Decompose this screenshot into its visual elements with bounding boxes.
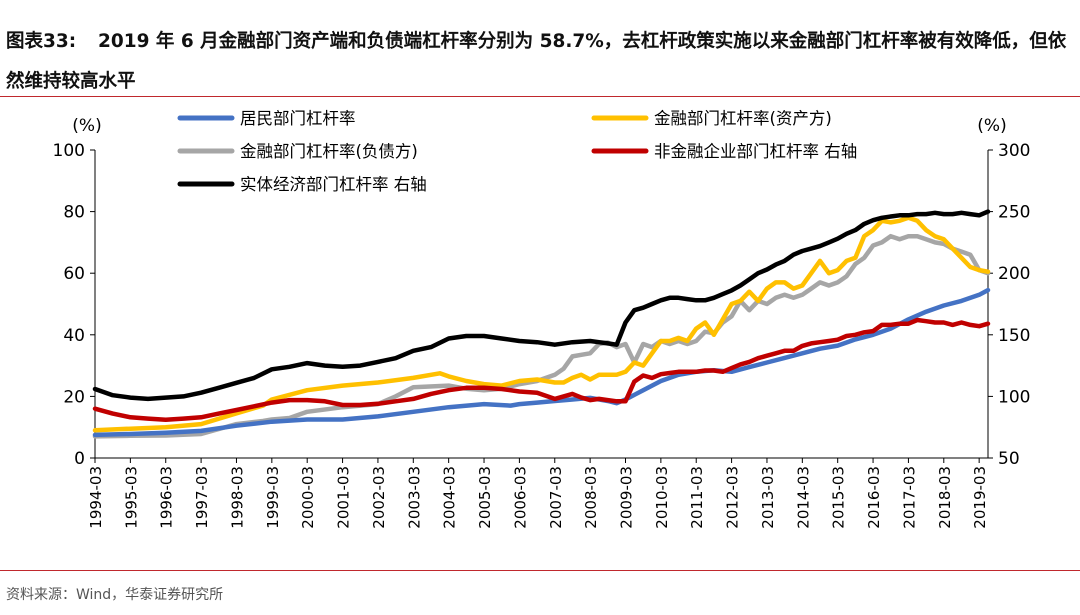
- right-y-tick-label: 50: [998, 449, 1020, 469]
- x-tick-label: 1995-03: [122, 466, 140, 529]
- x-tick-label: 2007-03: [547, 466, 565, 529]
- left-y-tick-label: 0: [74, 449, 85, 469]
- x-tick-label: 2016-03: [865, 466, 883, 529]
- x-tick-label: 1998-03: [228, 466, 246, 529]
- x-tick-label: 2005-03: [476, 466, 494, 529]
- right-y-tick-label: 100: [998, 387, 1030, 407]
- series-line-4: [92, 209, 991, 402]
- x-tick-label: 2015-03: [830, 466, 848, 529]
- left-y-tick-label: 60: [63, 264, 85, 284]
- chart-legend: 居民部门杠杆率 金融部门杠杆率(资产方) 金融部门杠杆率(负债方) 非金融企业部门杠杆…: [177, 109, 857, 194]
- series-line-2: [92, 233, 991, 439]
- x-tick-label: 2009-03: [617, 466, 635, 529]
- x-tick-label: 2012-03: [724, 466, 742, 529]
- chart-axes: 0 20 40 60 80 100 50 100 150 200 250 300 (%) (%) 1994-…: [53, 116, 1031, 529]
- top-rule: [0, 96, 1080, 97]
- x-tick-label: 2001-03: [335, 466, 353, 529]
- x-tick-label: 2003-03: [405, 466, 423, 529]
- legend-label-0: 居民部门杠杆率: [240, 109, 356, 128]
- figure-label: 图表33:: [6, 31, 77, 52]
- legend-label-4: 实体经济部门杠杆率 右轴: [240, 175, 427, 194]
- left-y-tick-label: 100: [53, 141, 85, 161]
- series-line-3: [92, 317, 991, 423]
- figure-title-text: 2019 年 6 月金融部门资产端和负债端杠杆率分别为 58.7%，去杠杆政策实…: [6, 31, 1067, 92]
- x-tick-label: 2008-03: [582, 466, 600, 529]
- x-tick-label: 2014-03: [794, 466, 812, 529]
- right-y-tick-label: 150: [998, 326, 1030, 346]
- right-y-tick-label: 300: [998, 141, 1030, 161]
- right-y-tick-label: 250: [998, 203, 1030, 223]
- x-tick-label: 1994-03: [87, 466, 105, 529]
- chart-lines: [92, 209, 991, 439]
- right-y-tick-label: 200: [998, 264, 1030, 284]
- x-tick-label: 2018-03: [936, 466, 954, 529]
- line-chart: 0 20 40 60 80 100 50 100 150 200 250 300 (%) (%) 1994-…: [53, 109, 1031, 529]
- x-tick-label: 1996-03: [158, 466, 176, 529]
- x-tick-label: 2010-03: [653, 466, 671, 529]
- left-y-unit: (%): [72, 116, 101, 136]
- left-y-tick-label: 40: [63, 326, 85, 346]
- x-tick-label: 2019-03: [971, 466, 989, 529]
- x-tick-label: 2006-03: [511, 466, 529, 529]
- source-note: 资料来源：Wind，华泰证券研究所: [6, 587, 224, 603]
- x-tick-label: 2002-03: [370, 466, 388, 529]
- right-y-unit: (%): [977, 116, 1006, 136]
- figure-title: 图表33: 2019 年 6 月金融部门资产端和负债端杠杆率分别为 58.7%，去…: [6, 22, 1074, 102]
- x-tick-label: 2013-03: [759, 466, 777, 529]
- series-line-1: [92, 215, 991, 433]
- bottom-rule: [0, 570, 1080, 571]
- x-tick-label: 1999-03: [264, 466, 282, 529]
- legend-label-1: 金融部门杠杆率(资产方): [654, 109, 832, 128]
- x-tick-label: 2004-03: [441, 466, 459, 529]
- x-tick-label: 2000-03: [299, 466, 317, 529]
- x-tick-label: 2017-03: [900, 466, 918, 529]
- x-tick-label: 1997-03: [193, 466, 211, 529]
- legend-label-3: 非金融企业部门杠杆率 右轴: [654, 142, 857, 161]
- x-tick-label: 2011-03: [688, 466, 706, 529]
- left-y-tick-label: 80: [63, 203, 85, 223]
- legend-label-2: 金融部门杠杆率(负债方): [240, 142, 418, 161]
- series-line-0: [92, 287, 991, 438]
- left-y-tick-label: 20: [63, 387, 85, 407]
